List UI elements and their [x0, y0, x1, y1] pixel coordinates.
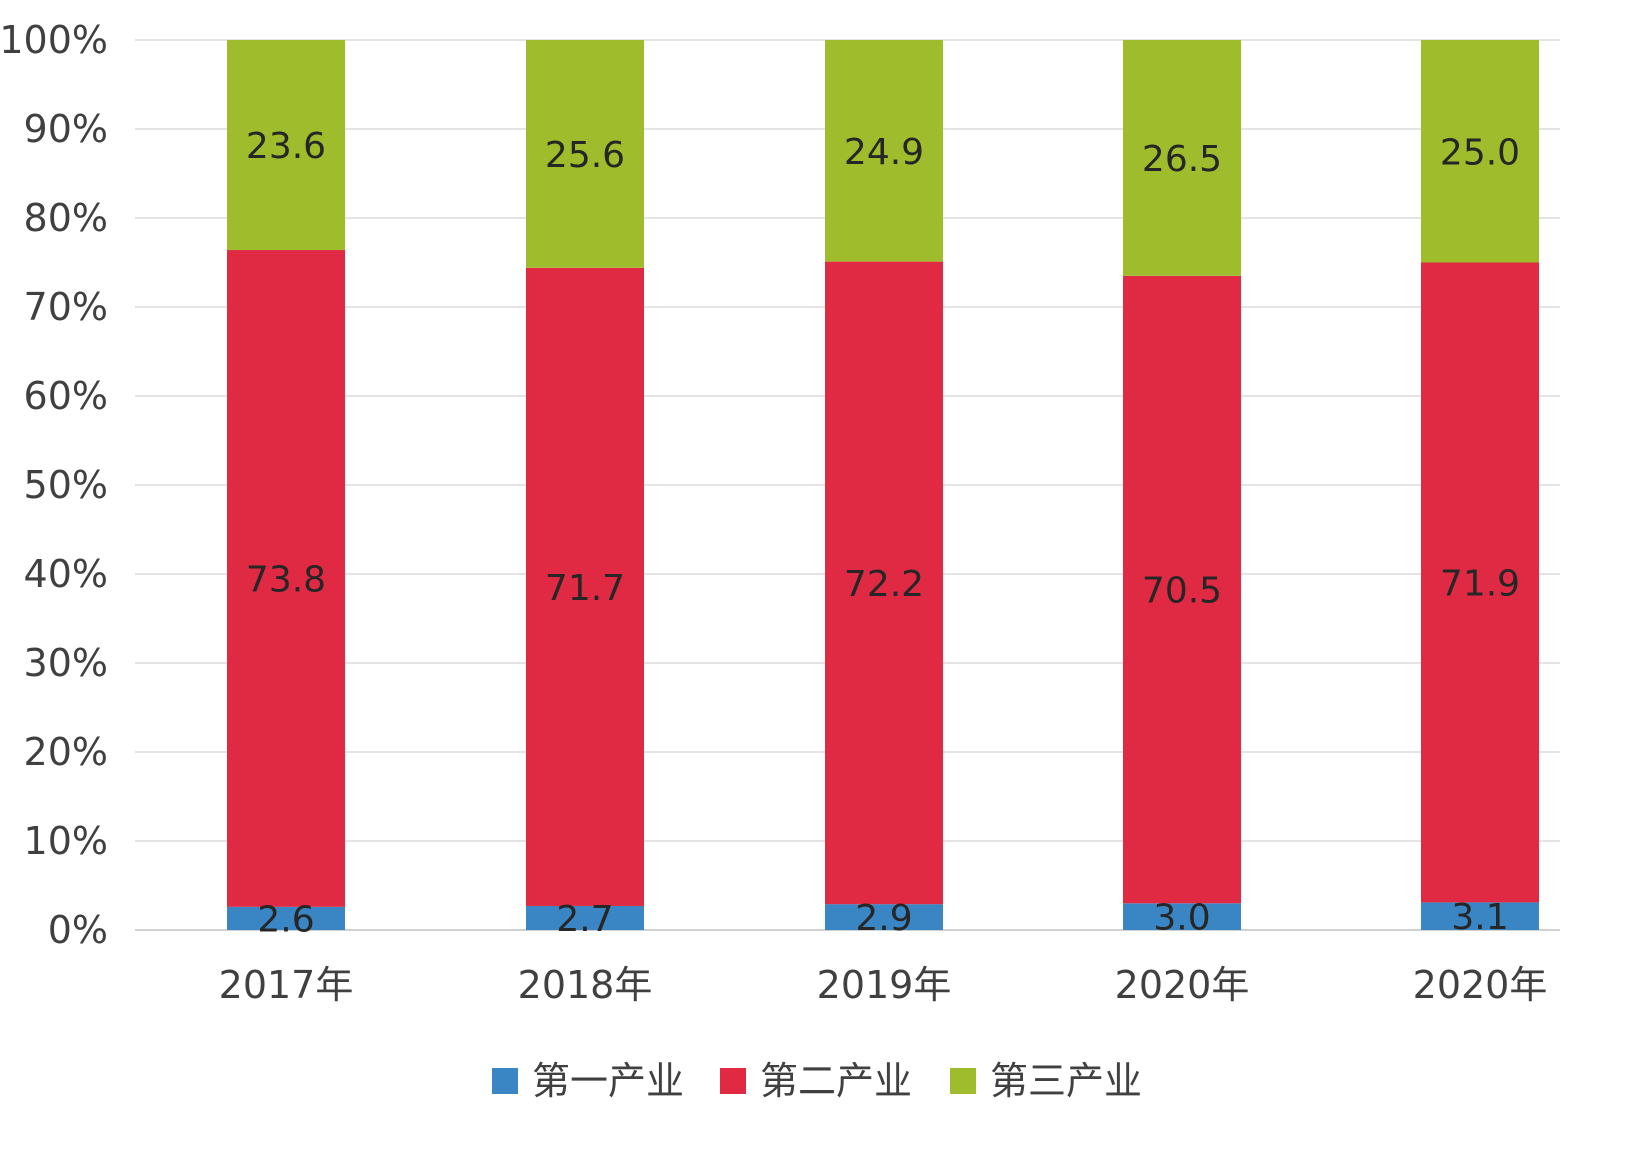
legend-label: 第三产业 — [990, 1059, 1142, 1103]
bar-segment — [227, 250, 345, 907]
y-tick-label: 20% — [24, 730, 108, 774]
x-tick-label: 2018年 — [518, 963, 653, 1007]
x-tick-label: 2019年 — [817, 963, 952, 1007]
legend-label: 第二产业 — [760, 1059, 912, 1103]
data-label: 24.9 — [844, 132, 924, 173]
bar-segment — [1123, 275, 1241, 904]
x-tick-label: 2020年 — [1115, 963, 1250, 1007]
y-tick-label: 0% — [48, 908, 108, 952]
y-tick-label: 10% — [24, 819, 108, 863]
legend-swatch — [720, 1068, 746, 1094]
data-label: 25.6 — [545, 135, 625, 176]
data-label: 3.1 — [1451, 897, 1508, 938]
y-axis-ticks: 0% 10% 20% 30% 40% 50% 60% 70% 80% 90% 100% — [0, 18, 108, 952]
data-label: 71.7 — [545, 568, 625, 609]
data-label: 72.2 — [844, 564, 924, 605]
bar-segment — [1123, 40, 1241, 276]
x-axis-ticks: 2017年 2018年 2019年 2020年 2020年 — [219, 963, 1548, 1007]
bar-segment — [526, 267, 644, 906]
bars — [227, 40, 1539, 930]
data-labels: 2.6 73.8 23.6 2.7 71.7 25.6 2.9 72.2 24.9 3.0 70.5… — [246, 126, 1520, 940]
bar-segment — [825, 904, 943, 930]
x-tick-label: 2020年 — [1413, 963, 1548, 1007]
data-label: 71.9 — [1440, 563, 1520, 604]
y-tick-label: 40% — [24, 552, 108, 596]
x-tick-label: 2017年 — [219, 963, 354, 1007]
data-label: 23.6 — [246, 126, 326, 167]
bar-segment — [1123, 903, 1241, 930]
y-tick-label: 80% — [24, 196, 108, 240]
data-label: 2.9 — [855, 898, 912, 939]
data-label: 2.6 — [257, 899, 314, 940]
legend-swatch — [950, 1068, 976, 1094]
y-tick-label: 100% — [0, 18, 108, 62]
bar-segment — [227, 906, 345, 930]
data-label: 2.7 — [556, 899, 613, 940]
legend-swatch — [492, 1068, 518, 1094]
y-tick-label: 60% — [24, 374, 108, 418]
y-tick-label: 90% — [24, 107, 108, 151]
y-tick-label: 30% — [24, 641, 108, 685]
bar-segment — [227, 40, 345, 251]
bar-segment — [1421, 902, 1539, 930]
data-label: 26.5 — [1142, 139, 1222, 180]
y-tick-label: 70% — [24, 285, 108, 329]
legend: 第一产业 第二产业 第三产业 — [492, 1059, 1142, 1103]
y-tick-label: 50% — [24, 463, 108, 507]
bar-segment — [825, 261, 943, 905]
bar-segment — [825, 40, 943, 262]
data-label: 3.0 — [1153, 898, 1210, 939]
data-label: 70.5 — [1142, 571, 1222, 612]
legend-label: 第一产业 — [532, 1059, 684, 1103]
bar-segment — [1421, 262, 1539, 903]
bar-segment — [526, 905, 644, 930]
data-label: 73.8 — [246, 559, 326, 600]
data-label: 25.0 — [1440, 132, 1520, 173]
bar-segment — [526, 40, 644, 268]
bar-segment — [1421, 40, 1539, 263]
